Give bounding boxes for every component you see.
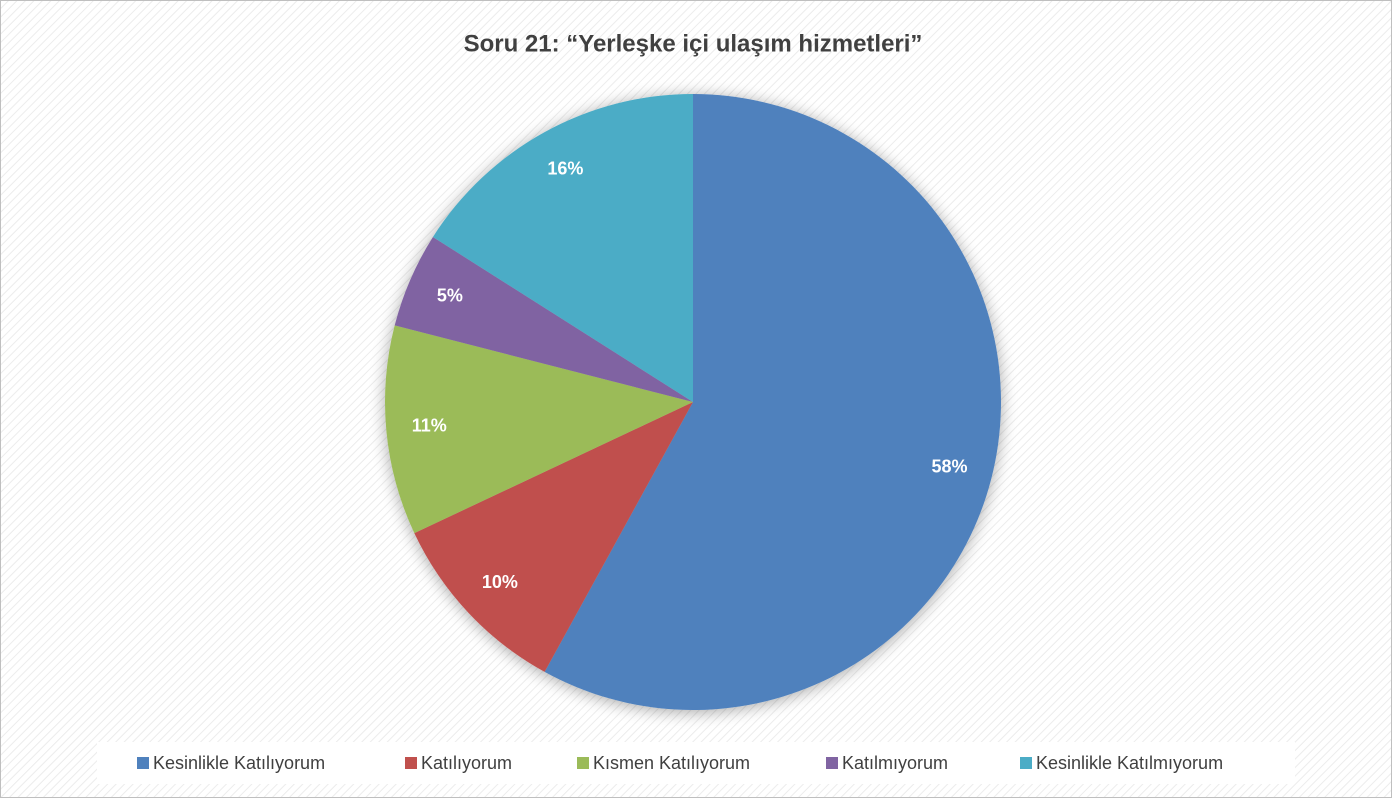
data-label: 10% xyxy=(482,572,518,592)
legend-swatch xyxy=(137,757,149,769)
data-label: 5% xyxy=(437,286,463,306)
legend-swatch xyxy=(826,757,838,769)
data-label: 58% xyxy=(932,457,968,477)
data-label: 16% xyxy=(547,159,583,179)
legend-swatch xyxy=(1020,757,1032,769)
pie-slice xyxy=(544,94,1001,710)
legend-swatch xyxy=(577,757,589,769)
legend-label: Kesinlikle Katılmıyorum xyxy=(1036,753,1223,773)
legend-swatch xyxy=(405,757,417,769)
legend-label: Kısmen Katılıyorum xyxy=(593,753,750,773)
pie-slice xyxy=(432,94,693,402)
pie-slice xyxy=(414,402,693,672)
pie-slice xyxy=(385,325,693,534)
legend-label: Katılıyorum xyxy=(421,753,512,773)
legend-box xyxy=(97,742,1295,784)
pie xyxy=(385,94,1001,710)
pie-slice xyxy=(394,236,693,402)
legend-label: Katılmıyorum xyxy=(842,753,948,773)
data-label: 11% xyxy=(412,416,447,436)
chart-title: Soru 21: “Yerleşke içi ulaşım hizmetleri… xyxy=(464,30,923,57)
legend-label: Kesinlikle Katılıyorum xyxy=(153,753,325,773)
